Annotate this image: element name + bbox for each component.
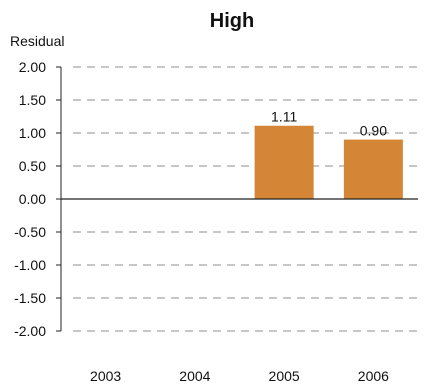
y-tick-label: -2.00	[14, 323, 46, 339]
y-tick-label: 0.50	[19, 158, 46, 174]
bars	[254, 125, 403, 199]
chart-title: High	[210, 10, 254, 32]
y-tick-label: 0.00	[19, 191, 46, 207]
y-tick-label: 1.00	[19, 125, 46, 141]
x-tick-label-2005: 2005	[269, 368, 300, 384]
bar-2006	[343, 139, 403, 199]
x-tick-label-2006: 2006	[358, 368, 389, 384]
y-axis-ticks: 2.00 1.50 1.00 0.50 0.00 -0.50 -1.00 -1.50 -2.00	[14, 59, 61, 339]
x-axis-ticks: 2003 2004 2005 2006	[90, 368, 389, 384]
y-tick-label: 2.00	[19, 59, 46, 75]
y-tick-label: 1.50	[19, 92, 46, 108]
gridlines	[73, 66, 418, 332]
axes	[60, 67, 418, 331]
y-tick-label: -0.50	[14, 224, 46, 240]
x-tick-label-2003: 2003	[90, 368, 121, 384]
y-axis-label: Residual	[10, 33, 64, 49]
y-tick-label: -1.00	[14, 257, 46, 273]
x-tick-label-2004: 2004	[179, 368, 210, 384]
data-labels: 1.11 0.90	[271, 109, 387, 139]
data-label-2006: 0.90	[360, 123, 387, 139]
y-tick-label: -1.50	[14, 290, 46, 306]
bar-2005	[254, 125, 314, 199]
data-label-2005: 1.11	[271, 109, 297, 125]
